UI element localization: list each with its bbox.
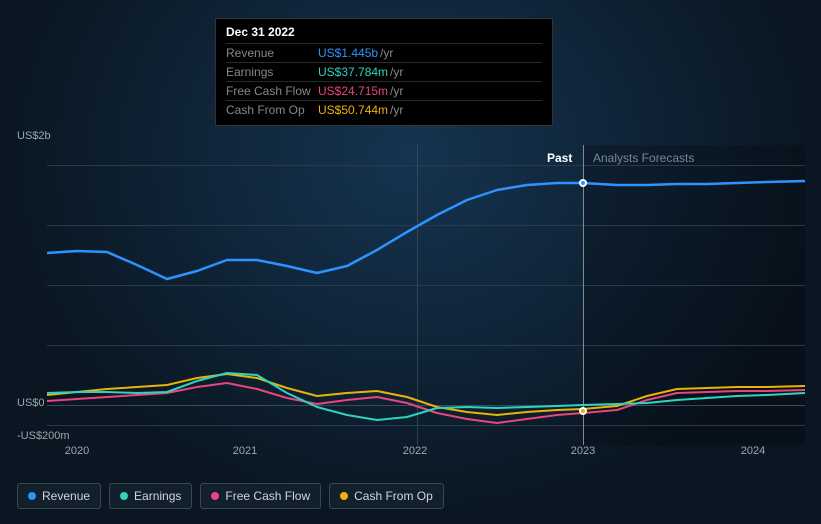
tooltip-label: Earnings <box>226 65 318 79</box>
legend-label: Free Cash Flow <box>225 489 310 503</box>
legend-dot <box>340 492 348 500</box>
tooltip-row: RevenueUS$1.445b /yr <box>226 43 542 62</box>
tooltip-unit: /yr <box>390 65 403 79</box>
tooltip-unit: /yr <box>390 84 403 98</box>
legend-label: Revenue <box>42 489 90 503</box>
tooltip-value: US$24.715m <box>318 84 388 98</box>
x-axis-label: 2023 <box>571 445 595 457</box>
series-revenue <box>47 181 805 279</box>
y-axis-label: US$0 <box>17 397 45 409</box>
tooltip-unit: /yr <box>380 46 393 60</box>
legend-item-earnings[interactable]: Earnings <box>109 483 192 509</box>
legend: Revenue Earnings Free Cash Flow Cash From O… <box>17 483 444 509</box>
legend-dot <box>211 492 219 500</box>
financial-chart: US$2bUS$0-US$200m Past Analysts Forecast… <box>17 125 805 460</box>
tooltip-value: US$1.445b <box>318 46 378 60</box>
x-axis-labels: 2020 2021 2022 2023 2024 <box>47 445 805 460</box>
legend-label: Earnings <box>134 489 181 503</box>
tooltip-row: EarningsUS$37.784m /yr <box>226 62 542 81</box>
chart-lines <box>47 145 805 445</box>
chart-tooltip: Dec 31 2022 RevenueUS$1.445b /yrEarnings… <box>215 18 553 126</box>
legend-item-revenue[interactable]: Revenue <box>17 483 101 509</box>
tooltip-label: Free Cash Flow <box>226 84 318 98</box>
tooltip-row: Free Cash FlowUS$24.715m /yr <box>226 81 542 100</box>
tooltip-date: Dec 31 2022 <box>226 25 542 39</box>
tooltip-label: Cash From Op <box>226 103 318 117</box>
plot-area[interactable]: Past Analysts Forecasts <box>47 145 805 445</box>
x-axis-label: 2021 <box>233 445 257 457</box>
tooltip-row: Cash From OpUS$50.744m /yr <box>226 100 542 119</box>
chart-marker <box>579 179 587 187</box>
tooltip-rows: RevenueUS$1.445b /yrEarningsUS$37.784m /… <box>226 43 542 119</box>
legend-item-free-cash-flow[interactable]: Free Cash Flow <box>200 483 321 509</box>
tooltip-value: US$50.744m <box>318 103 388 117</box>
x-axis-label: 2024 <box>741 445 765 457</box>
x-axis-label: 2022 <box>403 445 427 457</box>
tooltip-label: Revenue <box>226 46 318 60</box>
chart-marker <box>579 407 587 415</box>
x-axis-label: 2020 <box>65 445 89 457</box>
series-earnings <box>47 373 805 420</box>
legend-label: Cash From Op <box>354 489 433 503</box>
y-axis-label: US$2b <box>17 130 51 142</box>
tooltip-unit: /yr <box>390 103 403 117</box>
tooltip-value: US$37.784m <box>318 65 388 79</box>
legend-item-cash-from-op[interactable]: Cash From Op <box>329 483 444 509</box>
legend-dot <box>28 492 36 500</box>
legend-dot <box>120 492 128 500</box>
